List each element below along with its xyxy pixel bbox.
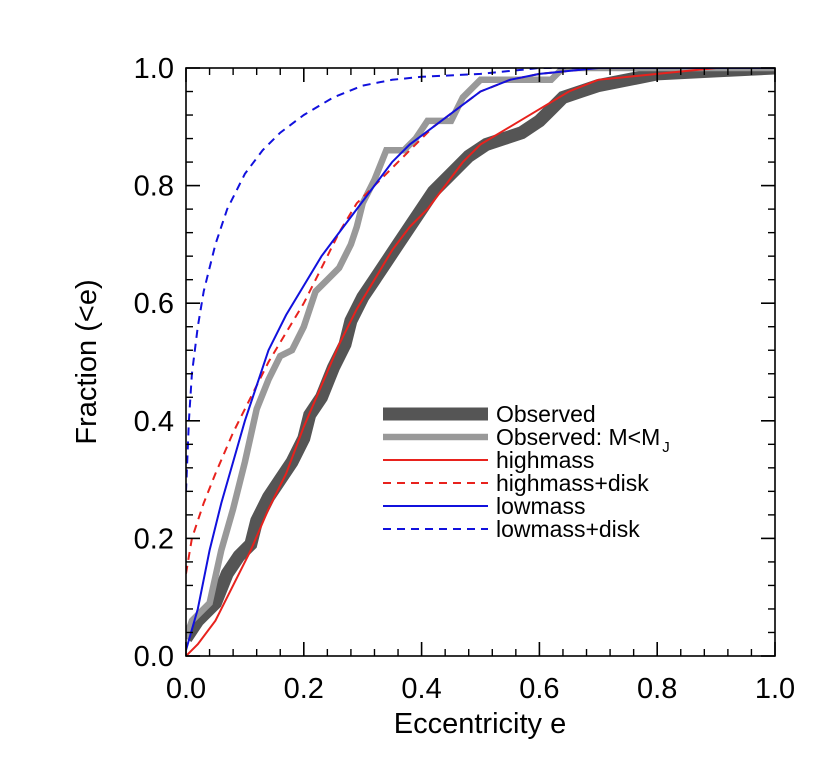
plot-frame	[185, 67, 776, 657]
axis-layer: 0.0 0.2 0.4 0.6 0.8 1.0 0.0 0.2 0.4 0.6 0.8 1.0	[134, 53, 795, 705]
x-tick-label: 0.0	[166, 673, 206, 705]
x-tick-label: 0.4	[401, 673, 441, 705]
legend-label-4: lowmass	[496, 493, 585, 519]
y-tick-label: 0.6	[134, 288, 174, 320]
series-line-5	[186, 68, 775, 492]
legend-label-3: highmass+disk	[496, 470, 649, 496]
legend-label-2: highmass	[496, 447, 594, 473]
x-axis-label: Eccentricity e	[394, 708, 566, 740]
x-tick-label: 1.0	[755, 673, 795, 705]
series-line-2	[186, 68, 775, 656]
y-tick-label: 0.4	[134, 406, 174, 438]
series-line-0	[186, 68, 775, 643]
y-tick-label: 0.8	[134, 171, 174, 203]
x-tick-label: 0.6	[519, 673, 559, 705]
legend-label-5: lowmass+disk	[496, 516, 640, 542]
legend-label-0: Observed	[496, 401, 596, 427]
series-layer	[186, 68, 775, 656]
series-line-4	[186, 68, 775, 651]
x-tick-label: 0.8	[637, 673, 677, 705]
y-tick-label: 1.0	[134, 53, 174, 85]
x-tick-label: 0.2	[284, 673, 324, 705]
y-tick-label: 0.2	[134, 523, 174, 555]
series-line-1	[186, 68, 775, 640]
y-tick-label: 0.0	[134, 641, 174, 673]
y-axis-label: Fraction (<e)	[71, 279, 103, 444]
